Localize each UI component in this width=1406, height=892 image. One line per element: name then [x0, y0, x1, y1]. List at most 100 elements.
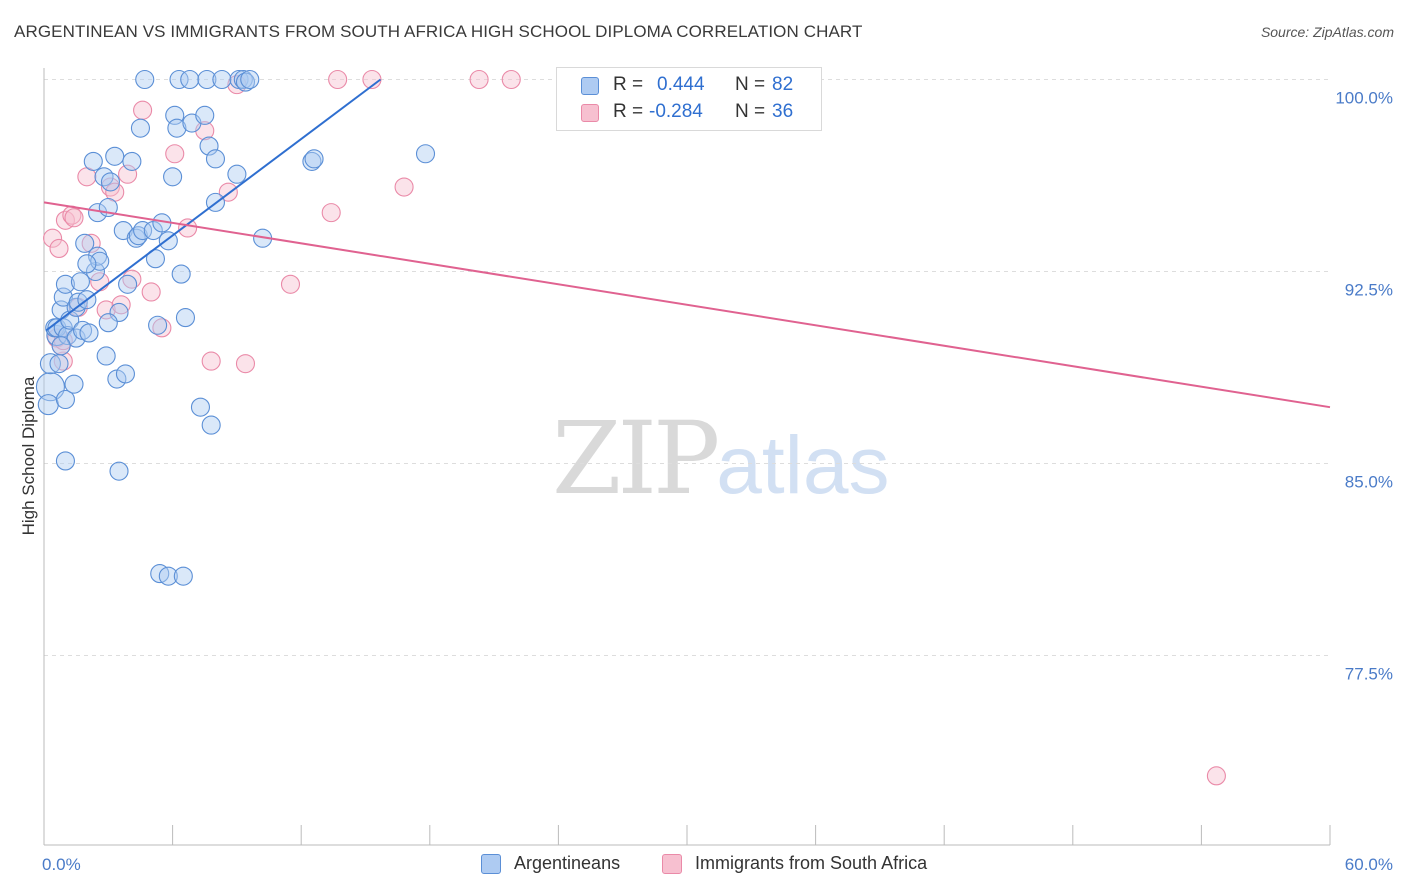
y-tick-label: 77.5%	[1345, 665, 1393, 684]
data-point	[51, 336, 71, 356]
data-point	[118, 164, 138, 184]
y-tick-label: 100.0%	[1335, 89, 1393, 108]
axes	[43, 68, 1330, 846]
legend-n-value: 82	[772, 74, 794, 95]
data-point	[212, 69, 232, 90]
trend-lines	[43, 78, 1331, 409]
data-point	[96, 346, 116, 366]
data-point	[135, 69, 155, 90]
data-point	[49, 238, 69, 259]
legend-r-value: -0.284	[649, 101, 703, 122]
data-point	[37, 394, 59, 416]
data-point	[55, 451, 75, 471]
chart-title: ARGENTINEAN VS IMMIGRANTS FROM SOUTH AFR…	[14, 22, 863, 41]
data-point	[469, 69, 489, 90]
data-point	[394, 177, 414, 197]
data-point	[55, 274, 75, 294]
data-point	[83, 151, 103, 171]
data-point	[171, 264, 191, 284]
data-point	[227, 164, 247, 184]
data-point	[362, 69, 382, 90]
series-argentineans	[35, 69, 436, 586]
stats-legend: R = 0.444 N = 82 R = -0.284 N = 36	[556, 67, 822, 131]
data-point	[280, 274, 301, 294]
data-point	[205, 149, 226, 169]
data-point	[148, 315, 168, 335]
data-point	[173, 566, 193, 586]
legend-swatch-pink	[662, 854, 682, 874]
data-point	[49, 354, 69, 374]
data-point	[79, 323, 99, 343]
data-point	[321, 203, 341, 223]
data-point	[304, 149, 324, 169]
data-point	[201, 351, 221, 371]
data-point	[133, 220, 153, 241]
data-point	[141, 282, 161, 302]
x-tick-label: 60.0%	[1345, 855, 1393, 874]
y-tick-label: 85.0%	[1345, 473, 1393, 492]
data-point	[35, 372, 65, 402]
source-label: Source: ZipAtlas.com	[1260, 24, 1394, 40]
x-ticks	[43, 825, 1331, 845]
data-point	[178, 218, 198, 238]
legend-r-label: R =	[613, 74, 644, 95]
data-point	[1206, 766, 1226, 786]
data-point	[501, 69, 521, 90]
legend-swatch-blue	[581, 77, 599, 95]
y-tick-labels: 100.0% 92.5% 85.0% 77.5%	[1335, 89, 1393, 684]
y-tick-label: 92.5%	[1345, 281, 1393, 300]
x-tick-label: 0.0%	[42, 855, 81, 874]
data-point	[130, 118, 150, 138]
data-point	[100, 172, 120, 192]
data-point	[180, 69, 200, 90]
data-point	[302, 151, 322, 171]
legend-swatch-blue	[481, 854, 501, 874]
data-point	[145, 249, 166, 269]
data-point	[64, 374, 84, 394]
trend-line	[45, 78, 382, 332]
legend-n-value: 36	[772, 101, 794, 122]
watermark-atlas: atlas	[716, 420, 890, 511]
data-point	[328, 69, 348, 90]
data-point	[115, 364, 135, 384]
data-point	[235, 354, 256, 374]
data-point	[195, 105, 215, 125]
trend-line	[43, 201, 1331, 409]
data-point	[46, 324, 68, 347]
legend-n-label: N =	[735, 101, 766, 122]
data-point	[111, 295, 131, 315]
data-point	[158, 566, 178, 586]
legend-label: Immigrants from South Africa	[695, 853, 928, 873]
data-point	[55, 389, 75, 410]
data-point	[109, 461, 129, 481]
data-point	[64, 208, 84, 228]
watermark: ZIPatlas	[552, 400, 890, 517]
data-point	[169, 69, 189, 90]
y-axis-title: High School Diploma	[19, 376, 38, 535]
data-point	[118, 274, 138, 294]
data-point	[163, 167, 183, 187]
data-point	[240, 69, 260, 90]
legend-swatch-pink	[581, 104, 599, 122]
data-point	[94, 167, 114, 187]
data-point	[105, 146, 125, 166]
legend-r-value: 0.444	[657, 74, 705, 95]
data-point	[201, 415, 221, 435]
watermark-zip: ZIP	[552, 400, 720, 517]
data-point	[233, 69, 253, 90]
data-point	[167, 118, 187, 138]
data-point	[70, 272, 90, 292]
legend-n-label: N =	[735, 74, 766, 95]
series-immigrants-from-south-africa	[43, 69, 1226, 786]
data-point	[66, 328, 86, 348]
data-point	[77, 254, 97, 274]
data-point	[98, 313, 118, 333]
legend-r-label: R =	[613, 101, 644, 122]
data-point	[175, 308, 196, 328]
x-tick-labels: 0.0% 60.0%	[42, 855, 1393, 874]
data-point	[126, 228, 146, 248]
data-point	[133, 100, 153, 120]
data-point	[190, 397, 211, 417]
data-point	[43, 228, 63, 248]
